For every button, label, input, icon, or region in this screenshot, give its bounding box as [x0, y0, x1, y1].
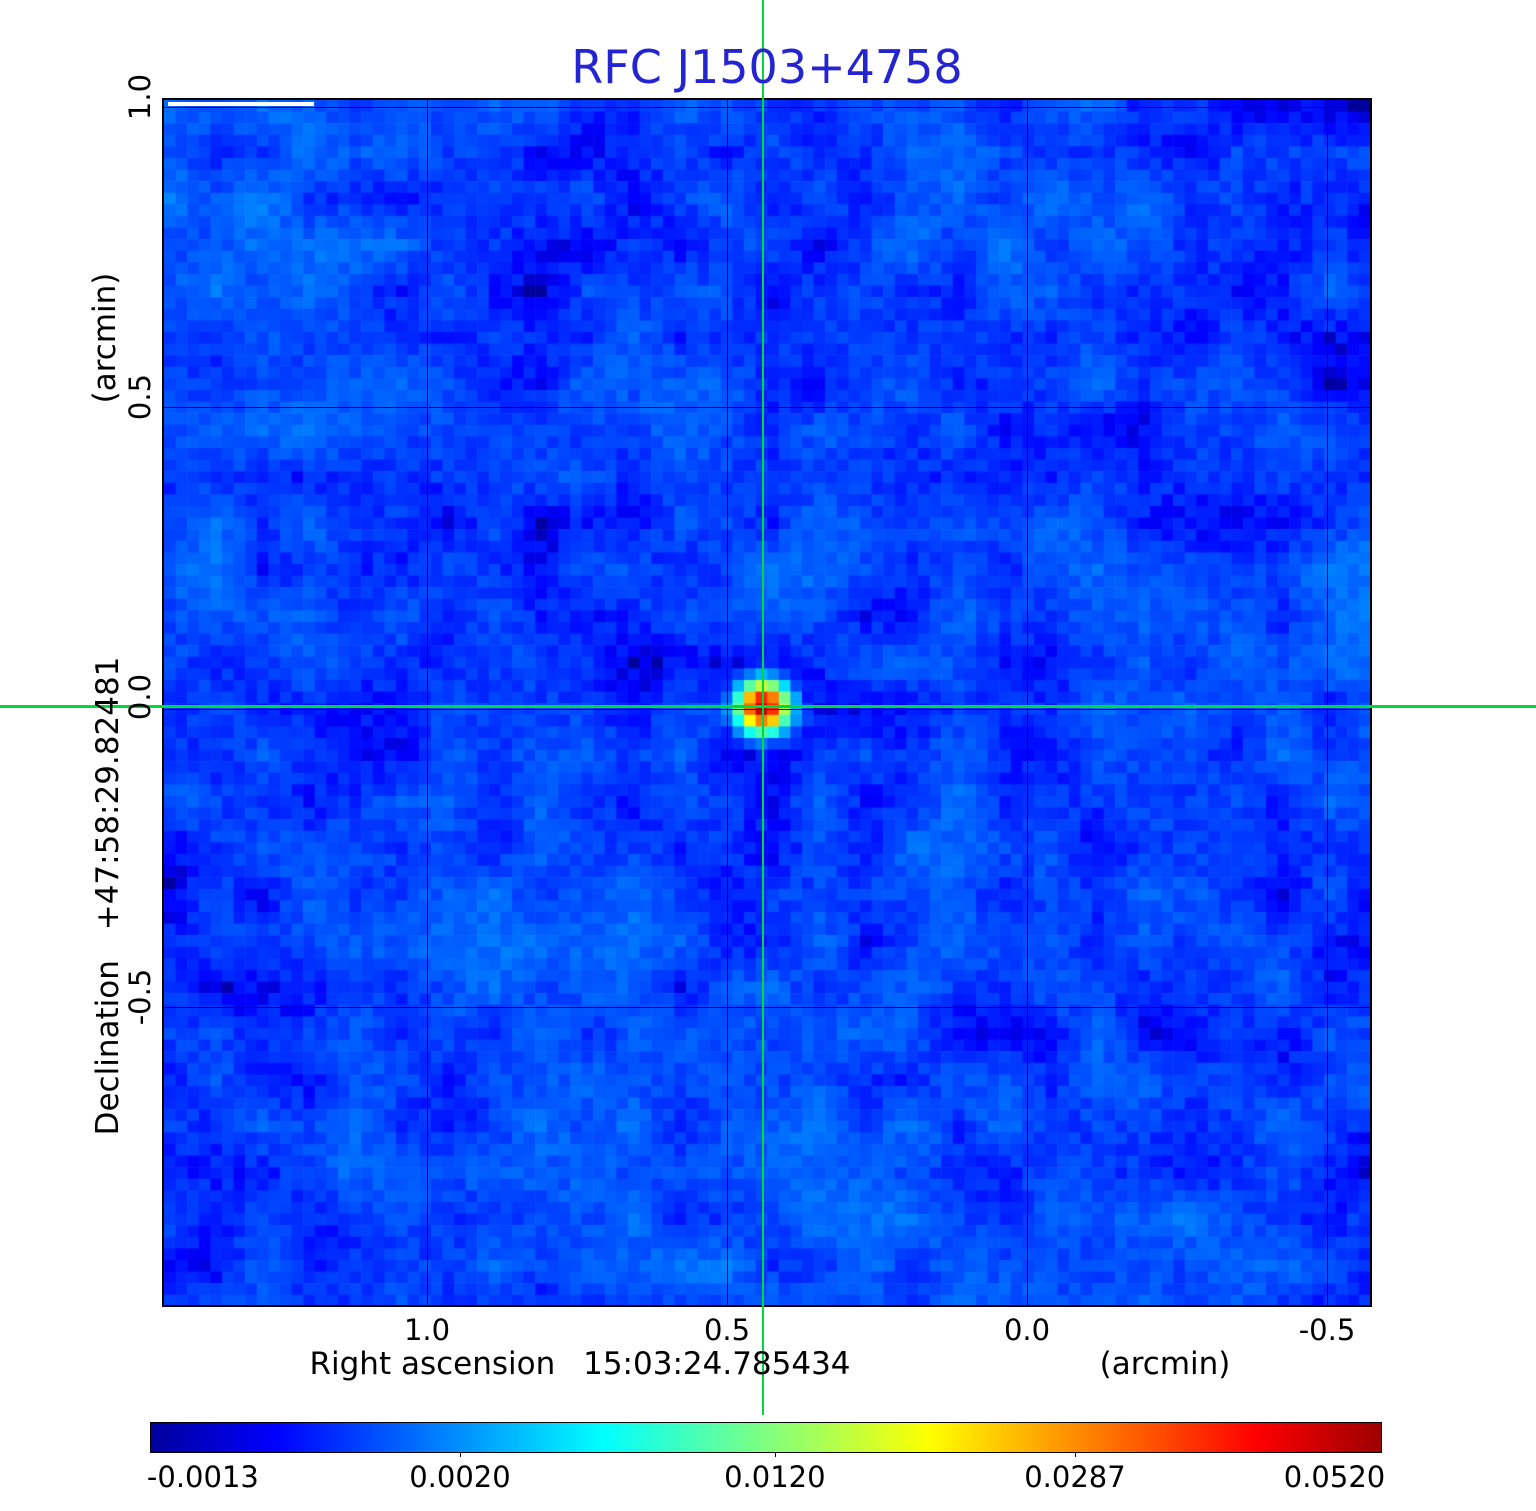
colorbar-tick-label: 0.0287	[1024, 1460, 1126, 1494]
x-tick-label: -0.5	[1298, 1313, 1356, 1347]
colorbar-tick-mark	[774, 1452, 777, 1457]
grid-line-vertical	[427, 100, 429, 1305]
colorbar-canvas	[150, 1422, 1382, 1453]
y-tick-label: 1.0	[123, 73, 157, 121]
grid-line-vertical	[727, 100, 729, 1305]
colorbar-tick-mark	[459, 1452, 462, 1457]
x-tick-label: 1.0	[403, 1313, 451, 1347]
grid-line-horizontal	[164, 1007, 1370, 1009]
colorbar-tick-label: 0.0520	[1283, 1460, 1386, 1494]
y-axis-label-text: Declination	[90, 960, 126, 1136]
grid-line-vertical	[1027, 100, 1029, 1305]
y-tick-label: -0.5	[123, 968, 157, 1026]
x-axis-label-value: 15:03:24.785434	[583, 1346, 851, 1382]
colorbar-tick-label: 0.0020	[409, 1460, 511, 1494]
sky-image-canvas	[164, 100, 1370, 1305]
x-axis-unit: (arcmin)	[1099, 1346, 1231, 1382]
crosshair-horizontal-line	[0, 705, 1536, 708]
grid-line-horizontal	[164, 107, 1370, 109]
colorbar-tick-label: -0.0013	[146, 1460, 259, 1494]
y-axis-label: Declination +47:58:29.82481	[90, 657, 126, 1136]
grid-line-horizontal	[164, 709, 1370, 711]
x-tick-label: 0.5	[703, 1313, 751, 1347]
y-tick-label: 0.5	[123, 373, 157, 421]
x-axis-label-text: Right ascension	[309, 1346, 556, 1382]
colorbar-tick-mark	[1074, 1452, 1077, 1457]
page-title: RFC J1503+4758	[571, 40, 963, 94]
x-tick-label: 0.0	[1003, 1313, 1051, 1347]
y-tick-label: 0.0	[123, 673, 157, 721]
grid-line-vertical	[1327, 100, 1329, 1305]
y-axis-unit: (arcmin)	[87, 272, 123, 404]
colorbar-tick-label: 0.0120	[724, 1460, 826, 1494]
image-artifact-strip	[168, 102, 314, 106]
y-axis-label-value: +47:58:29.82481	[90, 656, 126, 931]
grid-line-horizontal	[164, 407, 1370, 409]
x-axis-label: Right ascension 15:03:24.785434	[309, 1346, 850, 1382]
